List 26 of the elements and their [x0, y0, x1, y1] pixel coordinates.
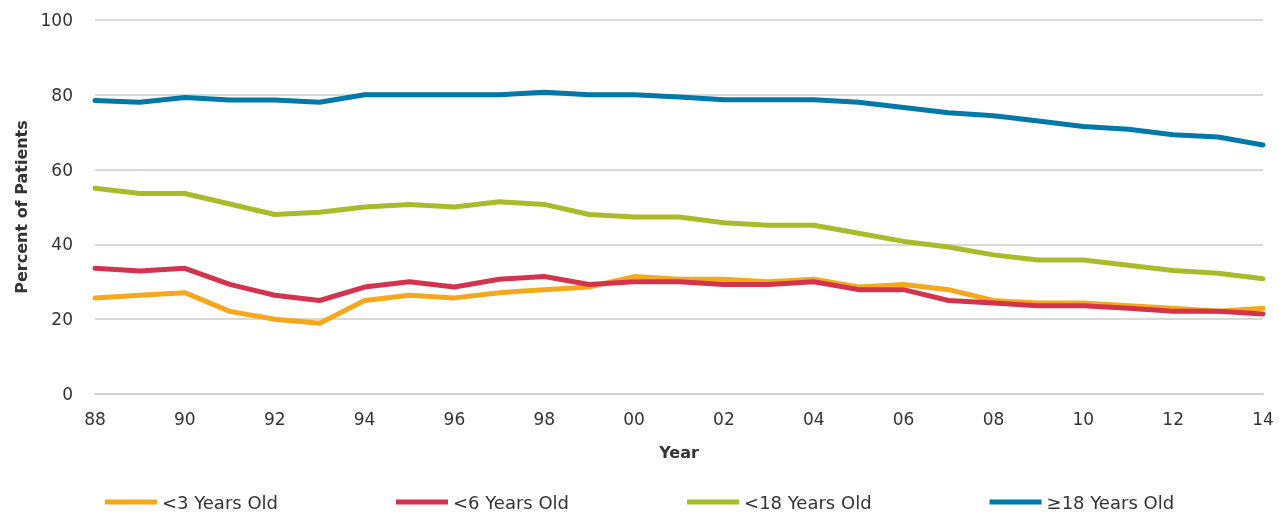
legend-label: <18 Years Old [744, 491, 872, 513]
x-tick-label: 98 [533, 408, 556, 429]
x-tick-label: 04 [802, 408, 825, 429]
x-tick-label: 96 [443, 408, 466, 429]
x-tick-label: 14 [1252, 408, 1274, 429]
x-tick-label: 88 [84, 408, 106, 429]
x-tick-label: 94 [353, 408, 376, 429]
x-tick-label: 12 [1162, 408, 1184, 429]
x-tick-label: 90 [174, 408, 196, 429]
x-tick-label: 92 [263, 408, 286, 429]
legend-label: <3 Years Old [161, 491, 278, 513]
legend-label: <6 Years Old [452, 491, 570, 513]
y-tick-label: 100 [40, 10, 73, 30]
y-tick-label: 20 [51, 309, 73, 330]
x-tick-label: 06 [892, 408, 915, 429]
legend-label: ≥18 Years Old [1046, 491, 1175, 513]
x-axis-title: Year [658, 442, 699, 462]
y-tick-label: 40 [51, 234, 73, 255]
x-tick-label: 10 [1072, 408, 1095, 429]
x-tick-label: 00 [623, 408, 645, 429]
y-tick-label: 0 [62, 384, 73, 404]
y-tick-label: 80 [51, 84, 73, 105]
y-axis-title: Percent of Patients [12, 120, 32, 294]
y-tick-label: 60 [51, 159, 73, 180]
x-tick-label: 08 [982, 408, 1005, 429]
x-tick-label: 02 [713, 408, 735, 429]
